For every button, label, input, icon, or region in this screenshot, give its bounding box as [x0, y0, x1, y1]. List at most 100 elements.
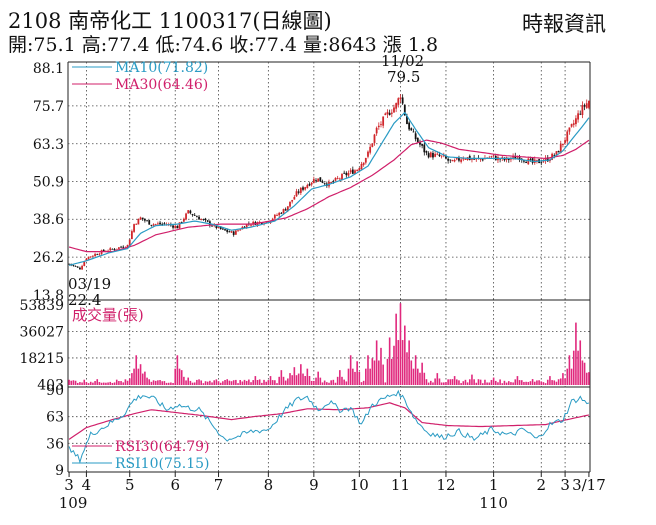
volume-bar — [72, 380, 75, 385]
volume-bar — [165, 382, 168, 385]
candle-body — [297, 191, 300, 193]
volume-bar — [120, 381, 122, 385]
candle-body — [438, 154, 441, 157]
volume-bar — [280, 370, 283, 385]
candle-body — [323, 182, 326, 184]
candle-body — [232, 231, 235, 235]
volume-title: 成交量(張) — [72, 306, 144, 324]
volume-bar — [425, 379, 428, 385]
candle-body — [451, 160, 454, 162]
data-source-label: 時報資訊 — [522, 12, 606, 36]
volume-bar — [150, 381, 153, 385]
volume-bar — [568, 355, 571, 385]
candle-body — [271, 218, 274, 221]
candle-body — [150, 224, 153, 226]
volume-bar — [553, 380, 556, 385]
candle-body — [406, 115, 408, 125]
candle-body — [159, 222, 161, 225]
volume-bar — [373, 360, 376, 385]
candle-body — [130, 231, 133, 239]
volume-bar — [505, 382, 508, 385]
volume-bar — [533, 381, 536, 385]
candle-body — [349, 170, 352, 173]
volume-bar — [477, 379, 480, 385]
volume-bar — [187, 377, 190, 385]
month-label: 6 — [170, 476, 180, 494]
volume-bar — [531, 379, 534, 385]
volume-bar — [352, 368, 354, 385]
month-label: 8 — [264, 476, 274, 494]
candle-body — [575, 118, 577, 125]
candle-body — [141, 217, 144, 220]
volume-bar — [232, 380, 235, 385]
month-label: 11 — [391, 476, 410, 494]
candle-body — [228, 231, 231, 233]
candle-body — [302, 187, 304, 190]
candle-body — [230, 231, 233, 233]
volume-bar — [417, 368, 419, 385]
candle-body — [419, 142, 421, 145]
volume-bar — [254, 376, 257, 385]
candle-body — [226, 229, 229, 232]
volume-bar — [174, 368, 177, 385]
volume-bar — [527, 381, 530, 385]
volume-bar — [386, 358, 389, 385]
candle-body — [193, 214, 196, 216]
candle-body — [464, 159, 467, 160]
low-date-label: 03/19 — [68, 275, 111, 293]
candle-body — [202, 219, 205, 220]
candle-body — [135, 223, 138, 225]
volume-bar — [542, 382, 545, 385]
volume-bar — [369, 368, 371, 385]
candle-body — [163, 223, 166, 225]
volume-bar — [274, 380, 276, 385]
volume-bar — [486, 382, 488, 385]
candle-body — [234, 230, 237, 235]
month-label: 9 — [309, 476, 319, 494]
candle-body — [380, 124, 382, 125]
chart-title: 2108 南帝化工 1100317(日線圖) — [8, 9, 332, 33]
candle-body — [180, 222, 183, 223]
candle-body — [347, 172, 350, 176]
volume-bar — [388, 337, 391, 385]
volume-bar — [406, 352, 408, 385]
candle-body — [507, 158, 510, 161]
candle-body — [148, 220, 151, 225]
candle-body — [585, 103, 588, 108]
volume-bar — [185, 380, 187, 385]
candle-body — [312, 179, 315, 184]
volume-bar — [549, 376, 551, 385]
candle-body — [373, 134, 376, 143]
volume-bar — [347, 368, 350, 385]
volume-bar — [501, 383, 504, 385]
volume-bar — [559, 378, 562, 385]
volume-bar — [76, 382, 79, 385]
volume-bar — [313, 380, 315, 385]
volume-bar — [204, 381, 207, 385]
candle-body — [317, 178, 320, 182]
volume-bar — [490, 379, 493, 385]
volume-bar — [79, 382, 81, 385]
candle-body — [460, 159, 463, 162]
volume-bar — [551, 380, 553, 385]
candle-body — [89, 256, 92, 258]
candle-body — [191, 214, 194, 216]
volume-bar — [375, 340, 378, 385]
candle-body — [540, 162, 543, 164]
axis-layer: 88.175.763.350.938.626.213.8538393602718… — [19, 61, 605, 512]
candle-body — [252, 221, 255, 225]
volume-bar — [497, 382, 499, 385]
candle-body — [182, 218, 185, 222]
candle-body — [440, 155, 443, 157]
price-tick-label: 88.1 — [33, 61, 64, 77]
volume-bar — [494, 380, 497, 385]
legend-ma30: MA30(64.46) — [115, 77, 208, 93]
rsi-tick-label: 63 — [46, 410, 64, 426]
volume-bar — [575, 322, 577, 385]
volume-bar — [81, 382, 83, 385]
volume-bar — [434, 378, 436, 385]
volume-bar — [438, 378, 441, 385]
ma10-line — [68, 111, 590, 266]
candle-body — [475, 158, 478, 160]
year-label: 109 — [59, 494, 88, 512]
